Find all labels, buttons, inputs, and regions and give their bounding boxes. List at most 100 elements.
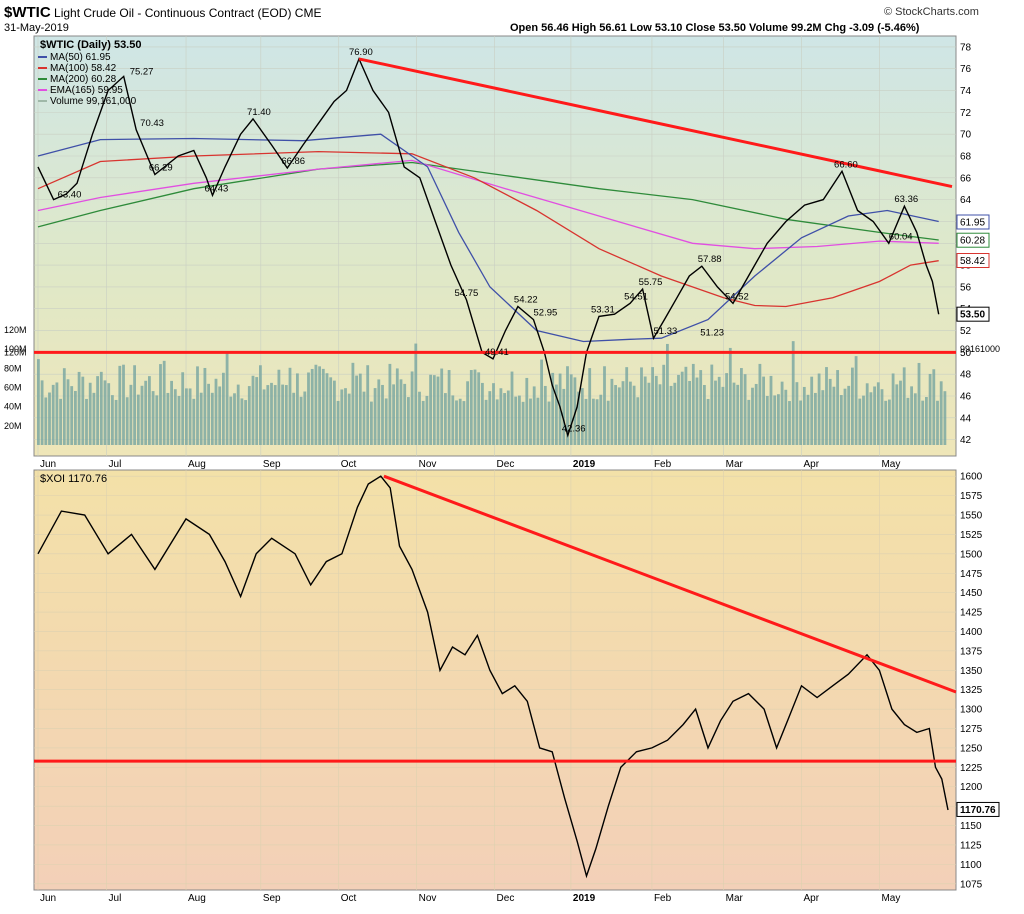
volume-bar [899, 380, 902, 445]
volume-bar [488, 391, 492, 445]
volume-bar [851, 367, 854, 445]
volume-bar [222, 372, 225, 445]
volume-bar [466, 381, 469, 445]
price-annotation: 57.88 [698, 254, 722, 265]
volume-bar [429, 374, 432, 445]
volume-bar [765, 395, 769, 445]
volume-bar [699, 370, 703, 445]
volume-bar [580, 388, 584, 445]
price-annotation: 75.27 [130, 66, 154, 77]
y-tick-label: 46 [960, 392, 972, 403]
volume-bar [118, 365, 122, 445]
volume-bar [817, 373, 821, 445]
y-tick-label: 1150 [960, 821, 982, 832]
volume-bar [928, 373, 932, 445]
volume-bar [706, 398, 710, 445]
price-annotation: 76.90 [349, 47, 373, 58]
volume-bar [873, 386, 876, 445]
volume-bar [651, 367, 654, 445]
volume-bar [418, 391, 421, 445]
bottom-y-ticks: 1075110011251150117512001225125012751300… [956, 472, 1000, 890]
volume-bar [432, 375, 436, 445]
price-annotation: 63.36 [894, 194, 918, 205]
y-tick-label: 1400 [960, 627, 983, 638]
volume-bar [358, 373, 362, 445]
volume-bar [362, 391, 366, 445]
volume-bar [492, 383, 495, 445]
volume-bar [532, 386, 536, 445]
volume-bar [247, 386, 251, 445]
right-price-box [956, 214, 990, 230]
x-tick-label: May [881, 459, 900, 470]
volume-bar [403, 383, 407, 445]
volume-bar [906, 397, 910, 445]
bottom-lines [34, 474, 957, 879]
volume-bar [503, 393, 506, 445]
volume-bar [728, 347, 732, 445]
price-annotation: 66.60 [834, 159, 858, 170]
y-tick-label: 1375 [960, 646, 983, 657]
volume-bar [51, 384, 55, 445]
volume-bar [99, 371, 103, 445]
y-tick-label: 1100 [960, 860, 982, 871]
volume-bar [240, 398, 244, 445]
volume-bar [551, 372, 555, 445]
y-tick-label: 74 [960, 86, 972, 97]
volume-bar [780, 381, 784, 445]
volume-bar [640, 367, 643, 445]
volume-bar [621, 381, 625, 445]
volume-bar [55, 382, 59, 445]
volume-bar [754, 383, 758, 445]
volume-bar [854, 356, 858, 445]
x-tick-label: Dec [497, 459, 515, 470]
price-annotation: 66.86 [281, 156, 305, 167]
volume-bar [481, 382, 484, 445]
right-price-box [956, 253, 990, 269]
volume-bar [188, 388, 192, 445]
ema165-line [37, 159, 939, 250]
price-annotation: 53.31 [591, 304, 615, 315]
x-tick-label: 2019 [573, 893, 596, 904]
volume-bar [151, 391, 155, 445]
volume-bar [658, 384, 662, 445]
y-tick-label: 78 [960, 42, 972, 53]
volume-bar [795, 382, 799, 445]
y-tick-label: 56 [960, 282, 972, 293]
y-tick-label: 1200 [960, 782, 983, 793]
volume-bar [329, 377, 333, 445]
y-tick-label: 1075 [960, 879, 983, 890]
volume-bar [129, 384, 133, 445]
volume-bar [810, 376, 814, 445]
volume-bar [125, 397, 129, 445]
volume-bar [858, 398, 862, 445]
volume-bar [296, 373, 299, 445]
volume-bar [111, 395, 114, 445]
volume-bar [40, 380, 44, 445]
volume-bar [510, 371, 514, 445]
price-annotation: 55.75 [639, 277, 663, 288]
volume-bar [625, 367, 629, 445]
volume-bar [381, 384, 384, 445]
ma200-line [37, 161, 939, 241]
volume-bar [159, 364, 162, 445]
volume-bar [340, 389, 344, 445]
y-tick-label: 1325 [960, 685, 983, 696]
volume-bar [166, 392, 170, 445]
volume-bar [62, 368, 66, 445]
volume-bar [943, 391, 947, 445]
volume-tick-label: 60M [4, 383, 22, 393]
x-tick-label: Feb [654, 459, 672, 470]
volume-bar [632, 385, 636, 445]
legend-item: MA(100) 58.42 [50, 63, 117, 74]
volume-bar [140, 385, 144, 445]
volume-bar [377, 379, 381, 445]
x-tick-label: Dec [497, 893, 515, 904]
y-tick-label: 70 [960, 130, 972, 141]
volume-bar [717, 376, 721, 445]
y-tick-label: 1300 [960, 705, 983, 716]
volume-bar [606, 400, 610, 445]
volume-bar [636, 397, 640, 445]
volume-tick-label: 20M [4, 421, 22, 431]
volume-bar [392, 384, 395, 445]
